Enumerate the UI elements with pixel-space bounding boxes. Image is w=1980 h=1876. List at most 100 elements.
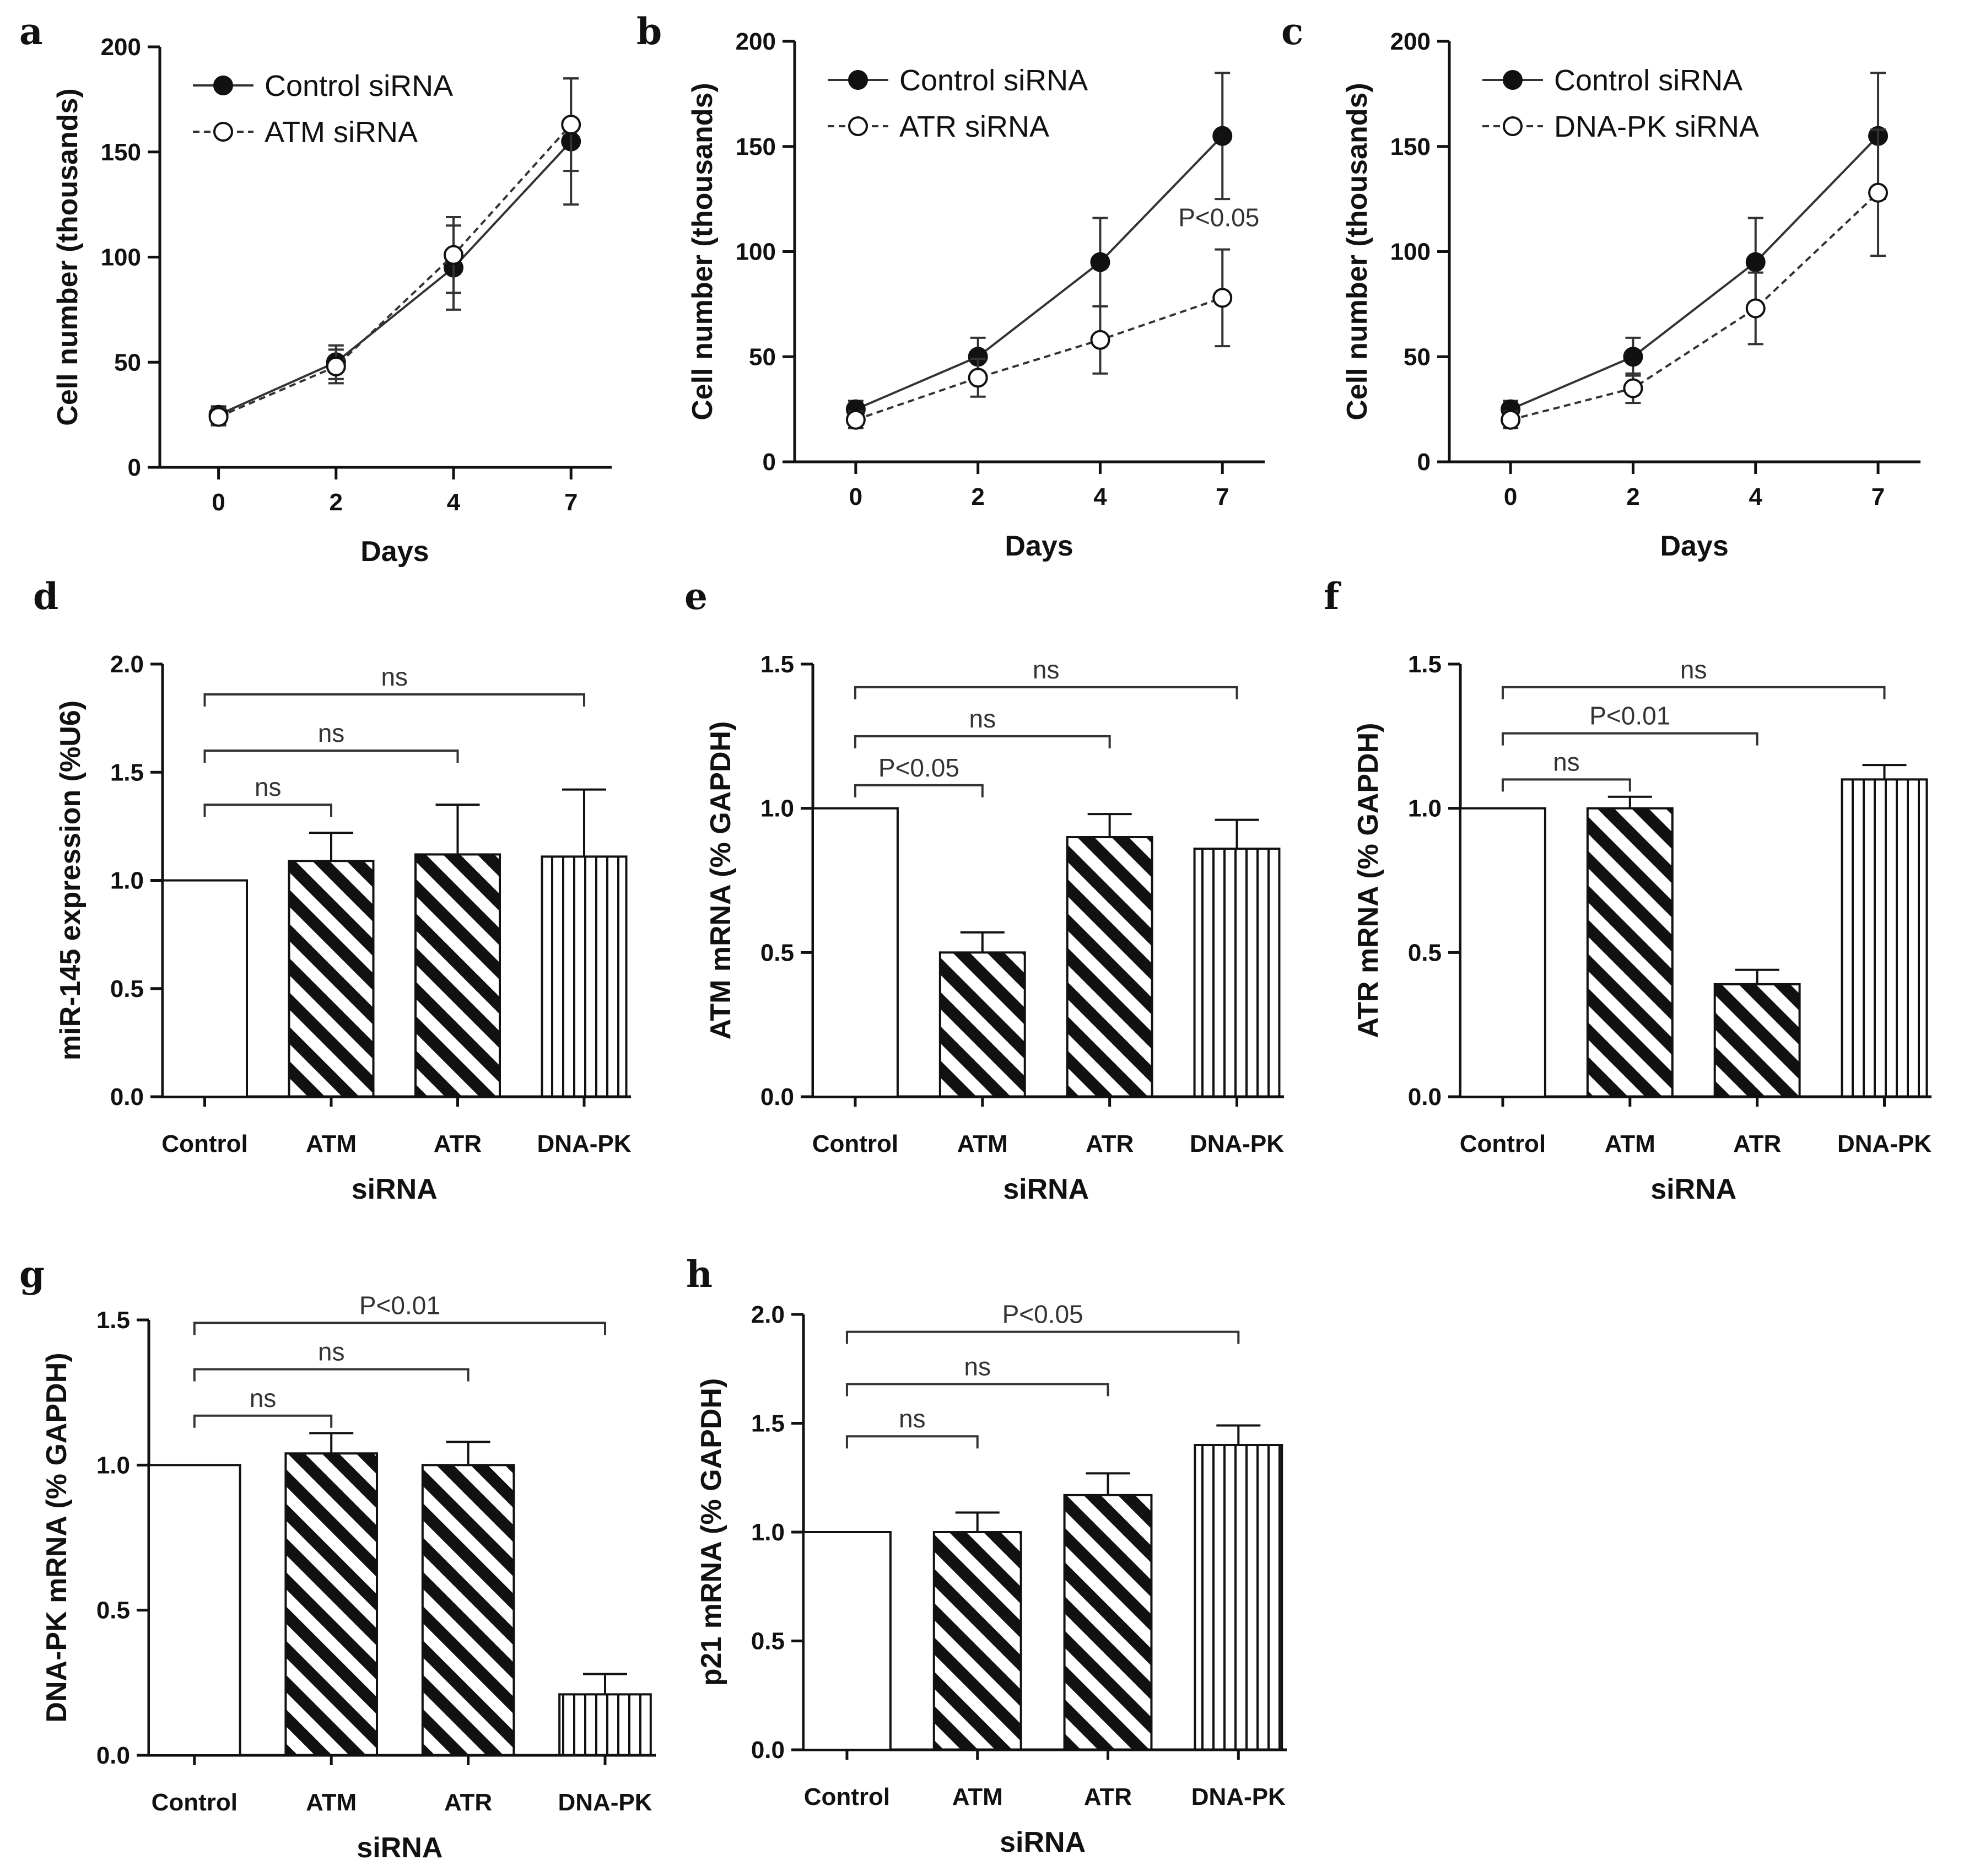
panel-label: g — [19, 1253, 45, 1296]
bar-atr — [414, 853, 501, 1098]
legend-label: ATR siRNA — [899, 110, 1049, 143]
legend-label: Control siRNA — [1554, 64, 1742, 97]
bar-atr — [421, 1464, 515, 1756]
legend-marker — [213, 76, 233, 95]
y-tick-label: 100 — [1390, 239, 1431, 266]
legend-marker — [1503, 70, 1523, 90]
x-tick-label: DNA-PK — [1191, 1783, 1286, 1810]
panel-b: b 0 50 100 150 200 Cell number (thousands) 0 2 4 7… — [636, 10, 1265, 562]
data-point — [1745, 252, 1766, 272]
significance-label: ns — [969, 704, 996, 733]
significance-label: ns — [1553, 747, 1580, 776]
x-tick-label: Control — [161, 1130, 247, 1157]
x-tick-label: 0 — [1504, 483, 1517, 510]
x-tick-label: ATR — [444, 1789, 492, 1816]
panel-d: d 0.0 0.5 1.0 1.5 2.0 miR-145 expression (%U6)… — [33, 575, 632, 1205]
x-tick-label: 7 — [1871, 483, 1885, 510]
bar-atr — [1066, 836, 1153, 1098]
data-point — [208, 407, 229, 427]
x-tick-label: ATM — [306, 1130, 357, 1157]
significance-bracket — [854, 686, 1238, 699]
legend-marker — [848, 116, 868, 136]
y-tick-label: 1.5 — [751, 1410, 785, 1437]
series-line-2 — [855, 297, 1223, 421]
data-point — [1745, 298, 1766, 319]
y-tick-label: 0.0 — [751, 1737, 785, 1764]
x-axis-title: siRNA — [1000, 1826, 1086, 1858]
y-tick-label: 2.0 — [110, 651, 144, 678]
y-tick-label: 50 — [114, 349, 141, 376]
bar-atr — [1713, 983, 1801, 1098]
x-axis-title: siRNA — [357, 1832, 443, 1864]
y-tick-label: 0 — [1417, 449, 1431, 476]
bar-control — [161, 879, 248, 1098]
x-tick-label: Control — [1460, 1130, 1546, 1157]
series-line-1 — [218, 141, 572, 416]
data-point — [1623, 378, 1643, 398]
significance-bracket — [203, 693, 585, 707]
y-tick-label: 1.5 — [760, 651, 794, 678]
significance-label: ns — [1680, 655, 1707, 684]
bar-atm — [1586, 807, 1674, 1098]
y-tick-label: 0 — [763, 449, 776, 476]
significance-label: ns — [318, 1338, 345, 1366]
annotation: P<0.05 — [1178, 203, 1259, 232]
y-tick-label: 2.0 — [751, 1301, 785, 1328]
x-axis-title: siRNA — [352, 1173, 438, 1205]
bar-control — [148, 1464, 241, 1756]
series-line-2 — [218, 123, 572, 418]
y-tick-label: 0.5 — [751, 1628, 785, 1655]
bar-atm — [288, 860, 375, 1098]
bar-dna-pk — [1193, 847, 1281, 1098]
y-tick-label: 200 — [101, 34, 141, 61]
y-tick-label: 1.0 — [96, 1452, 130, 1479]
data-point — [968, 368, 988, 388]
significance-bracket — [203, 750, 459, 763]
bar-dna-pk — [1841, 778, 1928, 1098]
significance-label: ns — [964, 1352, 991, 1381]
panel-label: e — [684, 575, 708, 618]
significance-bracket — [845, 1435, 979, 1449]
x-tick-label: Control — [152, 1789, 238, 1816]
significance-label: ns — [899, 1404, 926, 1433]
panel-f: f 0.0 0.5 1.0 1.5 ATR mRNA (% GAPDH) Control AT… — [1324, 575, 1932, 1205]
significance-bracket — [1501, 732, 1758, 746]
bar-dna-pk — [1194, 1444, 1283, 1751]
data-point — [1501, 409, 1521, 430]
y-tick-label: 1.5 — [1408, 651, 1442, 678]
y-axis-title: Cell number (thousands) — [687, 83, 719, 420]
data-point — [326, 356, 346, 376]
significance-label: ns — [255, 773, 282, 801]
x-tick-label: 7 — [564, 489, 578, 516]
bar-dna-pk — [558, 1693, 652, 1756]
significance-label: ns — [1033, 655, 1060, 684]
y-tick-label: 0.5 — [110, 975, 144, 1002]
legend-marker — [848, 70, 868, 90]
significance-bracket — [854, 784, 984, 797]
panel-label: b — [636, 10, 662, 53]
x-tick-label: Control — [812, 1130, 898, 1157]
y-tick-label: 0.5 — [1408, 939, 1442, 966]
panel-e: e 0.0 0.5 1.0 1.5 ATM mRNA (% GAPDH) Control AT… — [684, 575, 1284, 1205]
x-tick-label: 0 — [849, 483, 862, 510]
y-axis-title: Cell number (thousands) — [52, 88, 84, 425]
panel-c: c 0 50 100 150 200 Cell number (thousands) 0 2 4 7… — [1281, 10, 1920, 562]
y-tick-label: 0.0 — [1408, 1083, 1442, 1110]
x-tick-label: ATM — [306, 1789, 357, 1816]
significance-label: ns — [318, 719, 345, 747]
data-point — [1090, 330, 1110, 350]
bar-atm — [938, 951, 1026, 1098]
y-tick-label: 0.0 — [96, 1742, 130, 1769]
y-axis-title: ATM mRNA (% GAPDH) — [705, 721, 737, 1040]
y-tick-label: 100 — [736, 239, 776, 266]
significance-label: P<0.01 — [359, 1291, 440, 1319]
y-tick-label: 50 — [749, 343, 776, 370]
y-tick-label: 0.0 — [760, 1083, 794, 1110]
legend-label: Control siRNA — [899, 64, 1088, 97]
bar-dna-pk — [541, 855, 628, 1098]
y-tick-label: 0.5 — [96, 1597, 130, 1624]
data-point — [1868, 182, 1889, 203]
x-tick-label: 2 — [330, 489, 343, 516]
significance-bracket — [845, 1383, 1109, 1397]
data-point — [1623, 347, 1643, 367]
